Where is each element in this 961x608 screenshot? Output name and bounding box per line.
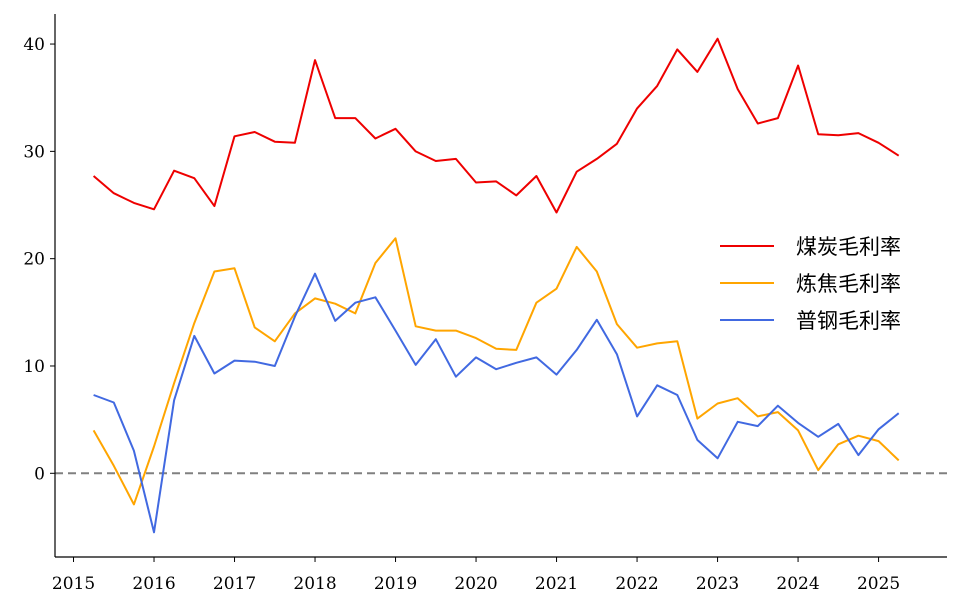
x-tick-label: 2021 xyxy=(535,574,578,594)
x-tick-label: 2022 xyxy=(615,574,658,594)
x-tick-label: 2019 xyxy=(374,574,417,594)
series-line-1 xyxy=(92,37,900,214)
x-tick-label: 2023 xyxy=(696,574,739,594)
series-line-3 xyxy=(93,272,900,534)
legend-label-3: 普钢毛利率 xyxy=(796,309,901,333)
x-tick-label: 2025 xyxy=(857,574,900,594)
series-layer xyxy=(92,37,900,534)
legend-label-2: 炼焦毛利率 xyxy=(796,272,901,296)
y-tick-label: 40 xyxy=(23,35,45,55)
y-tick-label: 0 xyxy=(34,464,45,484)
legend-label-1: 煤炭毛利率 xyxy=(796,235,901,259)
x-tick-label: 2018 xyxy=(293,574,336,594)
series-line-2 xyxy=(92,237,900,506)
axes-layer: 0 10 20 30 40 2015 2016 2017 2018 2019 2020 2021 202… xyxy=(23,14,947,594)
x-tick-label: 2024 xyxy=(776,574,819,594)
y-tick-label: 30 xyxy=(23,142,45,162)
x-tick-label: 2015 xyxy=(52,574,95,594)
x-tick-label: 2016 xyxy=(132,574,175,594)
y-tick-label: 20 xyxy=(23,250,45,270)
y-tick-label: 10 xyxy=(23,357,45,377)
x-tick-label: 2017 xyxy=(213,574,256,594)
x-tick-label: 2020 xyxy=(454,574,497,594)
